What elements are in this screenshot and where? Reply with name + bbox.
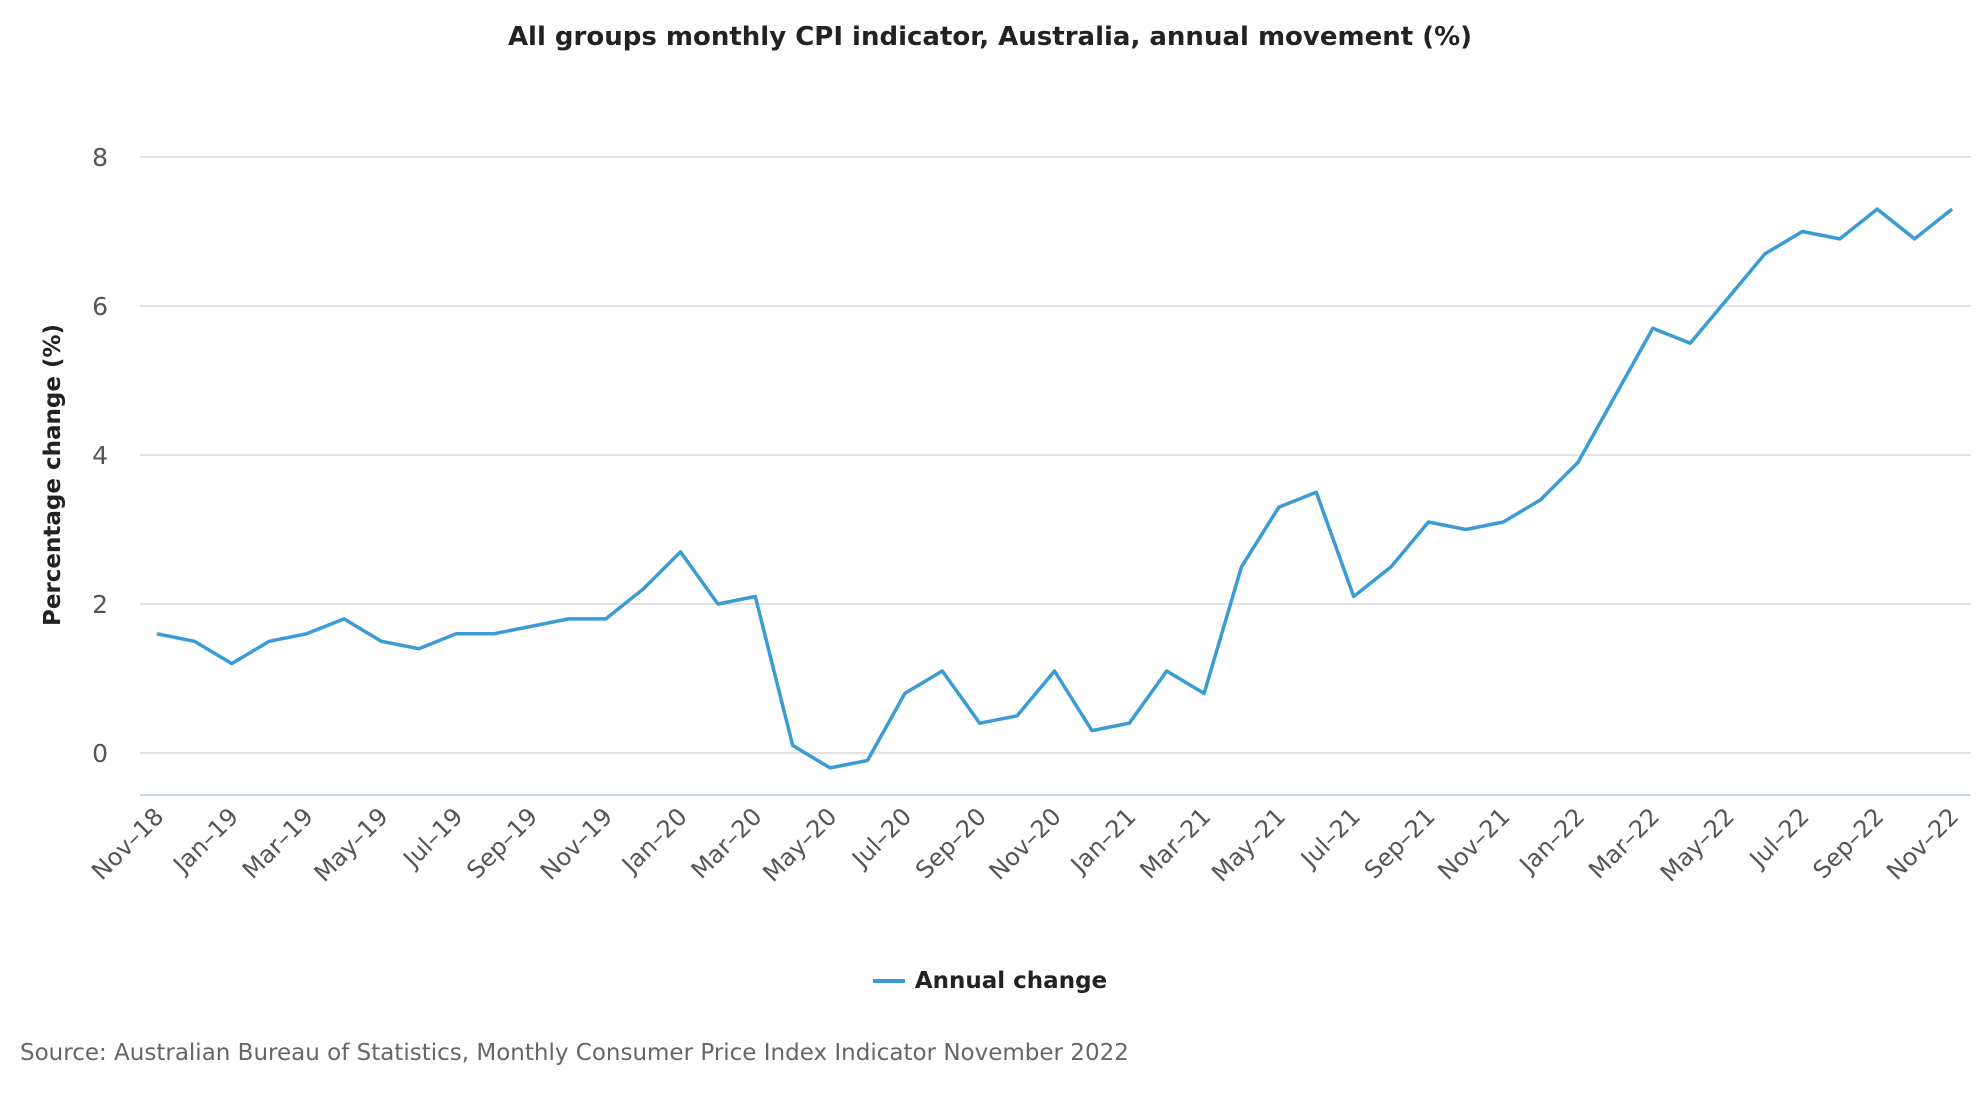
data-point[interactable] (1237, 563, 1245, 571)
x-tick-label: Sep–19 (461, 802, 543, 884)
data-point[interactable] (677, 548, 685, 556)
y-axis-label: Percentage change (%) (40, 324, 66, 626)
x-tick-label: Jul–21 (1294, 802, 1366, 874)
data-point[interactable] (1724, 295, 1732, 303)
data-point[interactable] (826, 764, 834, 772)
x-tick-label: Jan–19 (167, 802, 244, 879)
data-point[interactable] (864, 756, 872, 764)
data-point[interactable] (901, 689, 909, 697)
data-point[interactable] (1424, 518, 1432, 526)
y-tick-label: 0 (92, 739, 108, 768)
data-point[interactable] (303, 630, 311, 638)
data-point[interactable] (1574, 458, 1582, 466)
x-tick-label: Jul–22 (1743, 802, 1815, 874)
x-tick-label: Jan–20 (615, 802, 692, 879)
data-point[interactable] (1948, 205, 1956, 213)
source-note: Source: Australian Bureau of Statistics,… (20, 1040, 1129, 1066)
data-point[interactable] (1761, 250, 1769, 258)
y-tick-label: 6 (92, 292, 108, 321)
x-tick-label: Mar–22 (1583, 802, 1665, 884)
y-tick-label: 4 (92, 441, 108, 470)
data-point[interactable] (1312, 488, 1320, 496)
chart-title: All groups monthly CPI indicator, Austra… (507, 22, 1473, 52)
data-point[interactable] (490, 630, 498, 638)
x-tick-label: Mar–21 (1134, 802, 1216, 884)
x-tick-label: Jan–21 (1064, 802, 1141, 879)
legend[interactable]: Annual change (0, 968, 1980, 994)
data-point[interactable] (190, 637, 198, 645)
data-point[interactable] (1611, 391, 1619, 399)
data-point[interactable] (564, 615, 572, 623)
x-tick-label: Jul–19 (397, 802, 469, 874)
x-tick-label: May–21 (1206, 802, 1291, 887)
data-point[interactable] (1387, 563, 1395, 571)
data-point[interactable] (1013, 712, 1021, 720)
x-tick-label: Sep–20 (910, 802, 992, 884)
gridlines (140, 156, 1971, 754)
data-point[interactable] (1125, 719, 1133, 727)
x-tick-label: Sep–22 (1808, 802, 1890, 884)
data-point[interactable] (452, 630, 460, 638)
data-point[interactable] (639, 585, 647, 593)
line-chart: 0 2 4 6 8 Percentage change (%) Nov–18Jan–19… (40, 143, 1971, 887)
data-point[interactable] (1836, 235, 1844, 243)
data-point[interactable] (340, 615, 348, 623)
data-point[interactable] (1275, 503, 1283, 511)
x-tick-label: May–20 (757, 802, 842, 887)
x-tick-label: May–22 (1655, 802, 1740, 887)
data-point[interactable] (265, 637, 273, 645)
data-point[interactable] (415, 645, 423, 653)
x-tick-label: Jul–20 (845, 802, 917, 874)
data-point[interactable] (976, 719, 984, 727)
data-point[interactable] (1499, 518, 1507, 526)
data-point[interactable] (1051, 667, 1059, 675)
data-point[interactable] (228, 660, 236, 668)
x-tick-label: Jan–22 (1513, 802, 1590, 879)
y-axis-ticks: 0 2 4 6 8 (92, 143, 108, 768)
legend-label: Annual change (914, 968, 1108, 994)
data-point[interactable] (789, 742, 797, 750)
x-tick-label: Nov–21 (1432, 802, 1515, 885)
series-group (153, 205, 1956, 772)
x-tick-label: Nov–18 (86, 802, 169, 885)
data-point[interactable] (1462, 526, 1470, 534)
x-tick-label: Sep–21 (1359, 802, 1441, 884)
data-point[interactable] (1873, 205, 1881, 213)
series-line-annual-change[interactable] (156, 207, 1954, 770)
data-point[interactable] (1537, 496, 1545, 504)
data-point[interactable] (1686, 339, 1694, 347)
data-point[interactable] (1798, 228, 1806, 236)
data-point[interactable] (153, 630, 161, 638)
data-point[interactable] (1200, 689, 1208, 697)
data-point[interactable] (602, 615, 610, 623)
y-tick-label: 8 (92, 143, 108, 172)
x-tick-label: Nov–22 (1881, 802, 1964, 885)
legend-swatch (872, 979, 905, 983)
data-point[interactable] (1350, 593, 1358, 601)
data-point[interactable] (714, 600, 722, 608)
x-tick-label: Mar–19 (237, 802, 319, 884)
y-tick-label: 2 (92, 590, 108, 619)
data-point[interactable] (377, 637, 385, 645)
data-point[interactable] (938, 667, 946, 675)
x-tick-label: May–19 (309, 802, 394, 887)
data-point[interactable] (1911, 235, 1919, 243)
data-point[interactable] (1088, 727, 1096, 735)
x-tick-label: Nov–19 (535, 802, 618, 885)
data-point[interactable] (1163, 667, 1171, 675)
data-point[interactable] (751, 593, 759, 601)
x-tick-label: Nov–20 (984, 802, 1067, 885)
data-point[interactable] (527, 622, 535, 630)
data-point[interactable] (1649, 324, 1657, 332)
x-tick-label: Mar–20 (686, 802, 768, 884)
